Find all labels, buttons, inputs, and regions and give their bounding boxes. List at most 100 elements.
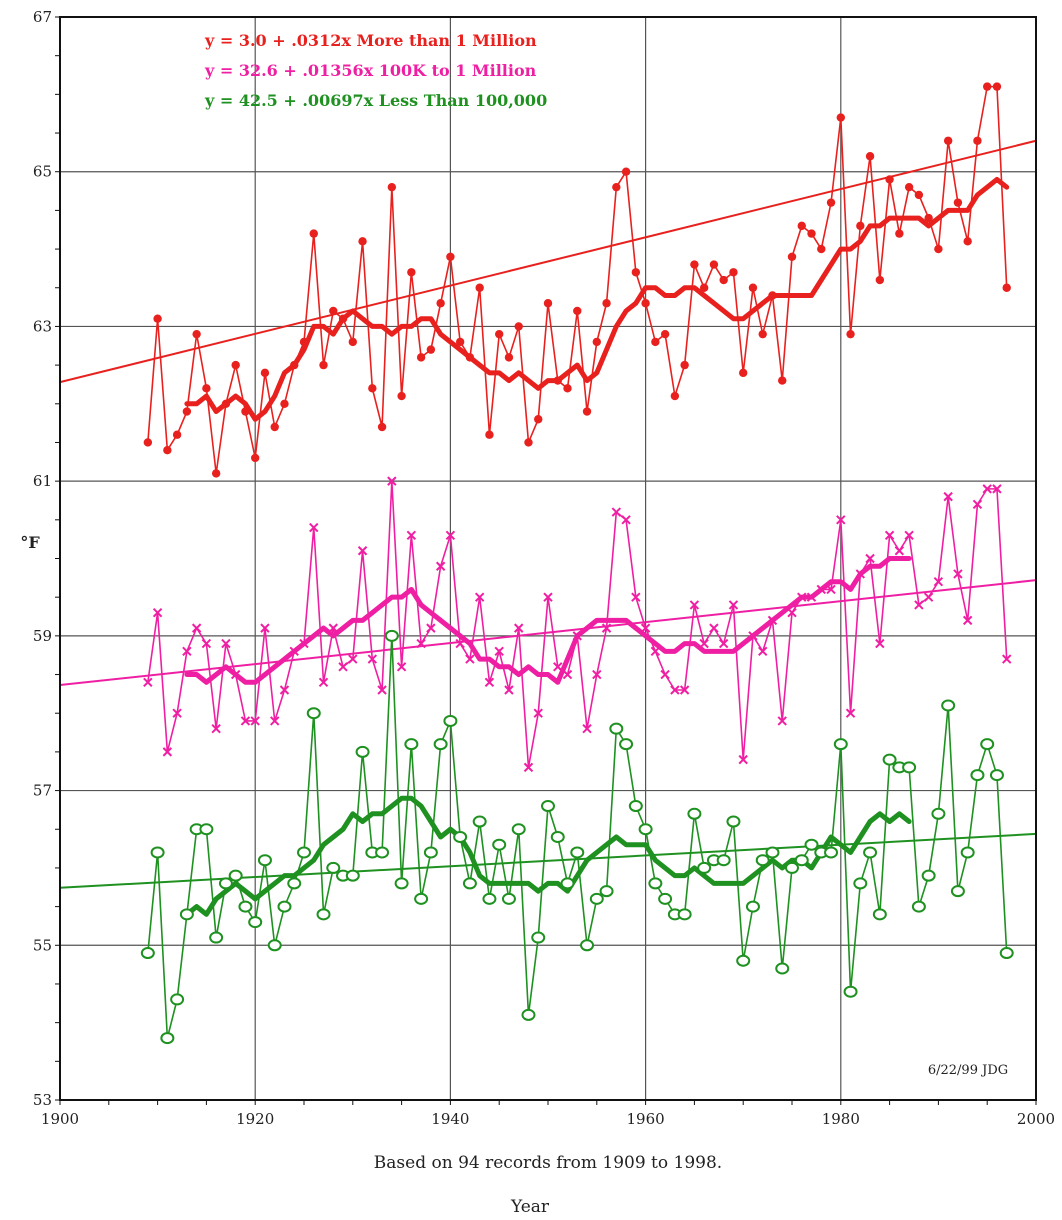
- y-tick-label: 53: [33, 1091, 52, 1109]
- legend-entry: y = 42.5 + .00697x Less Than 100,000: [204, 91, 547, 110]
- data-point: [288, 878, 300, 888]
- data-point: [339, 314, 347, 322]
- data-point: [327, 863, 339, 873]
- legend: y = 3.0 + .0312x More than 1 Million y = …: [204, 31, 547, 110]
- data-point: [718, 855, 730, 865]
- data-point: [759, 647, 767, 655]
- data-point: [591, 894, 603, 904]
- data-point: [144, 438, 152, 446]
- data-point: [679, 909, 691, 919]
- data-point: [864, 847, 876, 857]
- data-point: [163, 446, 171, 454]
- data-point: [298, 847, 310, 857]
- data-point: [798, 222, 806, 230]
- data-point: [895, 229, 903, 237]
- data-point: [602, 299, 610, 307]
- data-point: [1003, 284, 1011, 292]
- data-point: [444, 716, 456, 726]
- axis-ticks: 1900 1920 1940 1960 1980 20005355575961636567: [33, 8, 1055, 1128]
- data-point: [573, 307, 581, 315]
- data-point: [747, 902, 759, 912]
- data-point: [231, 361, 239, 369]
- data-point: [347, 871, 359, 881]
- data-point: [183, 407, 191, 415]
- data-point: [971, 770, 983, 780]
- data-point: [680, 361, 688, 369]
- data-point: [932, 809, 944, 819]
- data-point: [425, 847, 437, 857]
- data-point: [212, 469, 220, 477]
- data-point: [749, 284, 757, 292]
- data-point: [593, 338, 601, 346]
- data-point: [407, 268, 415, 276]
- y-tick-label: 59: [33, 627, 52, 645]
- y-tick-label: 55: [33, 936, 52, 954]
- moving-average-lines: [187, 179, 1007, 914]
- x-axis-label: Year: [510, 1197, 550, 1217]
- x-tick-label: 1960: [627, 1110, 665, 1128]
- data-point: [300, 338, 308, 346]
- data-point: [807, 229, 815, 237]
- data-point: [368, 384, 376, 392]
- data-point: [788, 253, 796, 261]
- data-point: [622, 168, 630, 176]
- annotation-signature: 6/22/99 JDG: [928, 1063, 1008, 1078]
- data-point: [700, 284, 708, 292]
- data-point: [796, 855, 808, 865]
- data-point: [544, 299, 552, 307]
- data-point: [778, 376, 786, 384]
- data-point: [271, 423, 279, 431]
- data-point: [475, 284, 483, 292]
- moving-average-line: [187, 559, 909, 683]
- data-point: [903, 762, 915, 772]
- data-point: [542, 801, 554, 811]
- data-point: [152, 847, 164, 857]
- data-point: [388, 183, 396, 191]
- data-point: [522, 1010, 534, 1020]
- data-point: [161, 1033, 173, 1043]
- y-tick-label: 61: [33, 472, 52, 490]
- data-point: [710, 624, 718, 632]
- data-point: [415, 894, 427, 904]
- data-point: [759, 330, 767, 338]
- data-point: [261, 369, 269, 377]
- data-point: [435, 739, 447, 749]
- data-point: [835, 739, 847, 749]
- data-point: [513, 824, 525, 834]
- data-point: [991, 770, 1003, 780]
- data-point: [173, 431, 181, 439]
- data-point: [710, 260, 718, 268]
- data-point: [278, 902, 290, 912]
- data-point: [729, 268, 737, 276]
- x-tick-label: 1900: [41, 1110, 79, 1128]
- data-point: [768, 291, 776, 299]
- data-point: [601, 886, 613, 896]
- data-point: [417, 353, 425, 361]
- data-point: [220, 878, 232, 888]
- data-point: [376, 847, 388, 857]
- moving-average-line: [187, 179, 1007, 419]
- data-point: [249, 917, 261, 927]
- data-point: [737, 956, 749, 966]
- data-point: [640, 824, 652, 834]
- data-point: [483, 894, 495, 904]
- data-point: [885, 175, 893, 183]
- data-point: [357, 747, 369, 757]
- legend-entry: y = 3.0 + .0312x More than 1 Million: [204, 31, 537, 50]
- series-line: [148, 636, 1007, 1038]
- data-point: [915, 191, 923, 199]
- data-point: [171, 994, 183, 1004]
- data-point: [817, 245, 825, 253]
- data-point: [659, 894, 671, 904]
- data-point: [202, 384, 210, 392]
- data-point: [983, 82, 991, 90]
- data-point: [280, 400, 288, 408]
- data-point: [895, 547, 903, 555]
- data-point: [562, 878, 574, 888]
- data-point: [193, 624, 201, 632]
- data-point: [632, 268, 640, 276]
- data-point: [378, 423, 386, 431]
- data-point: [142, 948, 154, 958]
- data-point: [532, 933, 544, 943]
